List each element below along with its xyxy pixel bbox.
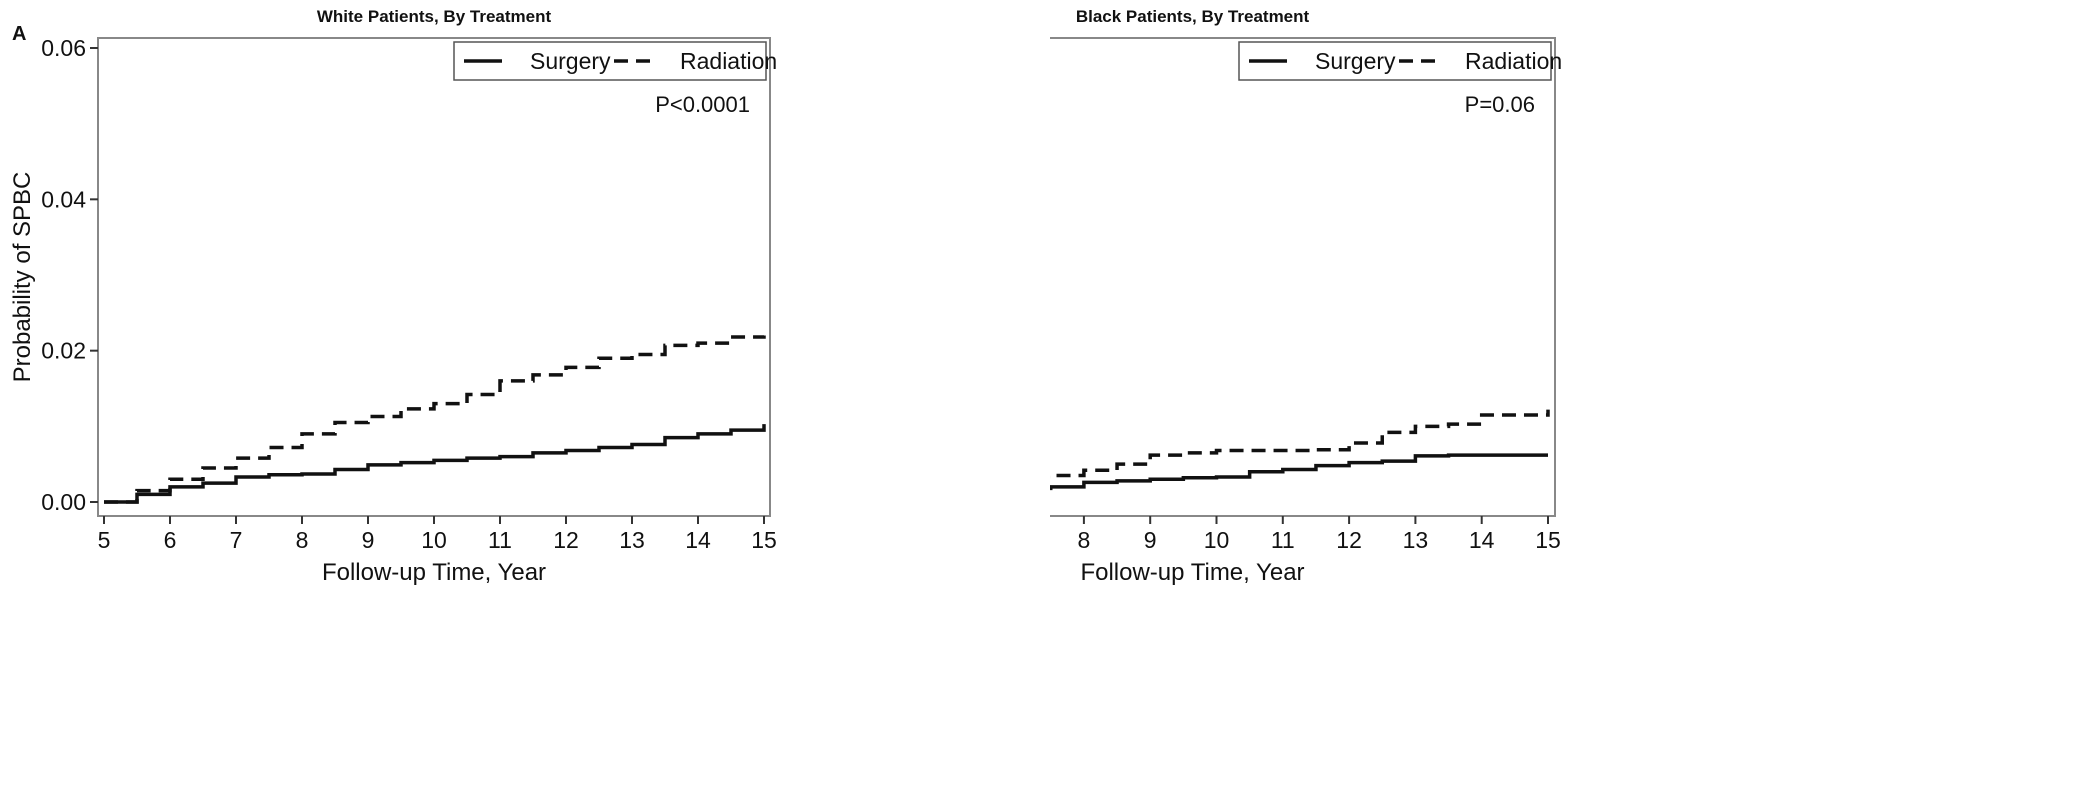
chart-panel-a: A White Patients, By Treatment 0.00 0.02 0.0… <box>0 0 1050 790</box>
x-tick-label: 5 <box>98 527 111 553</box>
x-tick-label: 14 <box>1469 527 1495 553</box>
chart-title: Black Patients, By Treatment <box>1076 7 1310 26</box>
legend-label: Radiation <box>1465 48 1562 74</box>
y-axis-label: Probability of SPBC <box>9 172 36 383</box>
x-tick-label: 11 <box>1271 527 1295 553</box>
legend-label: Radiation <box>680 48 777 74</box>
x-tick-label: 13 <box>1403 527 1429 553</box>
x-tick-label: 7 <box>230 527 243 553</box>
panel-letter: A <box>12 23 26 45</box>
x-axis-label: Follow-up Time, Year <box>1080 559 1304 586</box>
p-value-annotation: P<0.0001 <box>655 92 750 117</box>
x-tick-label: 9 <box>362 527 375 553</box>
x-tick-label: 6 <box>164 527 177 553</box>
chart-panel-b: BBlack Patients, By Treatment0.000.020.0… <box>768 0 2100 790</box>
x-tick-label: 14 <box>685 527 711 553</box>
x-tick-label: 15 <box>1535 527 1561 553</box>
legend-label: Surgery <box>1315 48 1396 74</box>
x-tick-label: 8 <box>1078 527 1091 553</box>
x-tick-label: 10 <box>421 527 447 553</box>
legend-box <box>1238 41 1552 81</box>
y-tick-label: 0.00 <box>41 489 86 515</box>
x-tick-label: 12 <box>1336 527 1362 553</box>
x-axis-label: Follow-up Time, Year <box>322 559 546 586</box>
x-tick-label: 15 <box>751 527 777 553</box>
series-line-radiation <box>104 335 766 504</box>
series-line-surgery <box>885 453 1548 504</box>
x-tick-label: 9 <box>1144 527 1157 553</box>
chart-svg: A White Patients, By Treatment 0.00 0.02 0.0… <box>9 7 777 586</box>
chart-title: White Patients, By Treatment <box>317 7 552 26</box>
x-tick-label: 11 <box>488 527 512 553</box>
x-tick-label: 13 <box>619 527 645 553</box>
x-tick-label: 12 <box>553 527 579 553</box>
legend-box <box>453 41 767 81</box>
y-tick-label: 0.02 <box>41 338 86 364</box>
y-tick-label: 0.06 <box>41 35 86 61</box>
p-value-annotation: P=0.06 <box>1465 92 1535 117</box>
legend: Surgery Radiation <box>453 41 777 81</box>
series-line-surgery <box>104 424 766 504</box>
x-tick-label: 10 <box>1204 527 1230 553</box>
x-tick-label: 8 <box>296 527 309 553</box>
legend-label: Surgery <box>530 48 611 74</box>
y-tick-label: 0.04 <box>41 186 86 212</box>
legend: Surgery Radiation <box>1238 41 1562 81</box>
chart-svg: BBlack Patients, By Treatment0.000.020.0… <box>768 7 1562 586</box>
